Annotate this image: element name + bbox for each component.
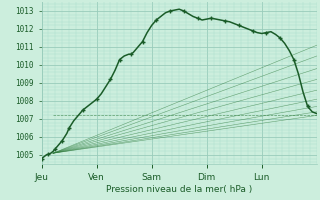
X-axis label: Pression niveau de la mer( hPa ): Pression niveau de la mer( hPa ) [106, 185, 252, 194]
